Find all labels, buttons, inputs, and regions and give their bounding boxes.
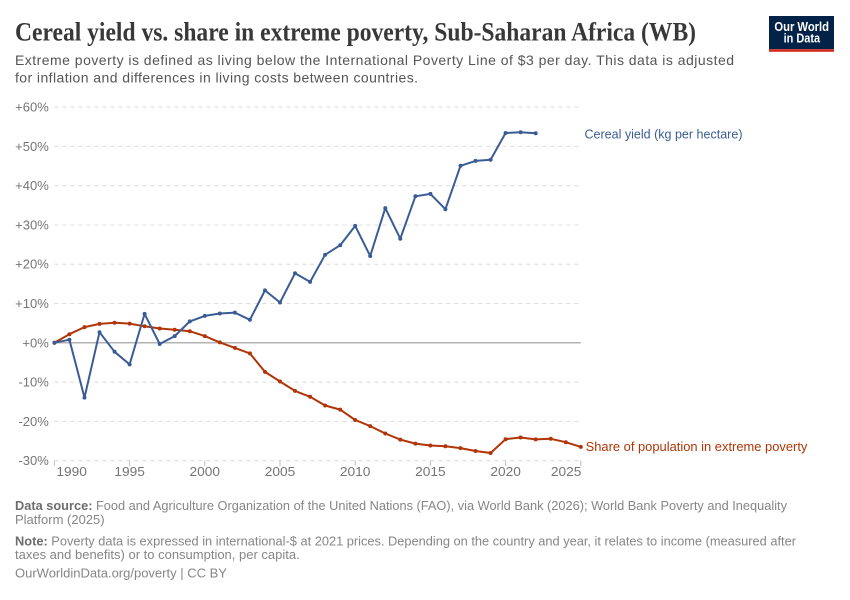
svg-text:for inflation and differences: for inflation and differences in living … xyxy=(15,70,418,86)
svg-text:+20%: +20% xyxy=(15,257,49,272)
svg-text:+10%: +10% xyxy=(15,296,49,311)
svg-text:2005: 2005 xyxy=(265,464,296,479)
svg-text:+50%: +50% xyxy=(15,139,49,154)
svg-text:+30%: +30% xyxy=(15,218,49,233)
svg-text:taxes and benefits) or to cons: taxes and benefits) or to consumption, p… xyxy=(15,547,300,562)
svg-text:-10%: -10% xyxy=(18,375,49,390)
svg-text:Platform (2025): Platform (2025) xyxy=(15,512,105,527)
svg-text:Share of population in extreme: Share of population in extreme poverty xyxy=(586,439,808,454)
svg-text:Cereal yield (kg per hectare): Cereal yield (kg per hectare) xyxy=(585,126,743,141)
svg-text:2010: 2010 xyxy=(340,464,371,479)
svg-text:Our World: Our World xyxy=(774,20,829,34)
svg-text:2015: 2015 xyxy=(415,464,446,479)
svg-text:+0%: +0% xyxy=(22,335,49,350)
svg-text:+60%: +60% xyxy=(15,100,49,115)
svg-text:-30%: -30% xyxy=(18,453,49,468)
svg-text:2000: 2000 xyxy=(190,464,221,479)
svg-text:Data source: Food and Agricult: Data source: Food and Agriculture Organi… xyxy=(15,498,787,513)
svg-text:Note: Poverty data is expresse: Note: Poverty data is expressed in inter… xyxy=(15,533,797,548)
svg-text:2025: 2025 xyxy=(551,464,582,479)
svg-text:+40%: +40% xyxy=(15,178,49,193)
svg-text:1990: 1990 xyxy=(56,464,87,479)
svg-text:2020: 2020 xyxy=(490,464,521,479)
svg-text:1995: 1995 xyxy=(114,464,145,479)
svg-text:Cereal yield vs. share in extr: Cereal yield vs. share in extreme povert… xyxy=(15,18,696,47)
svg-text:-20%: -20% xyxy=(18,414,49,429)
svg-text:in Data: in Data xyxy=(784,32,821,46)
svg-text:OurWorldinData.org/poverty | C: OurWorldinData.org/poverty | CC BY xyxy=(15,565,227,580)
svg-text:Extreme poverty is defined as: Extreme poverty is defined as living bel… xyxy=(15,52,734,68)
